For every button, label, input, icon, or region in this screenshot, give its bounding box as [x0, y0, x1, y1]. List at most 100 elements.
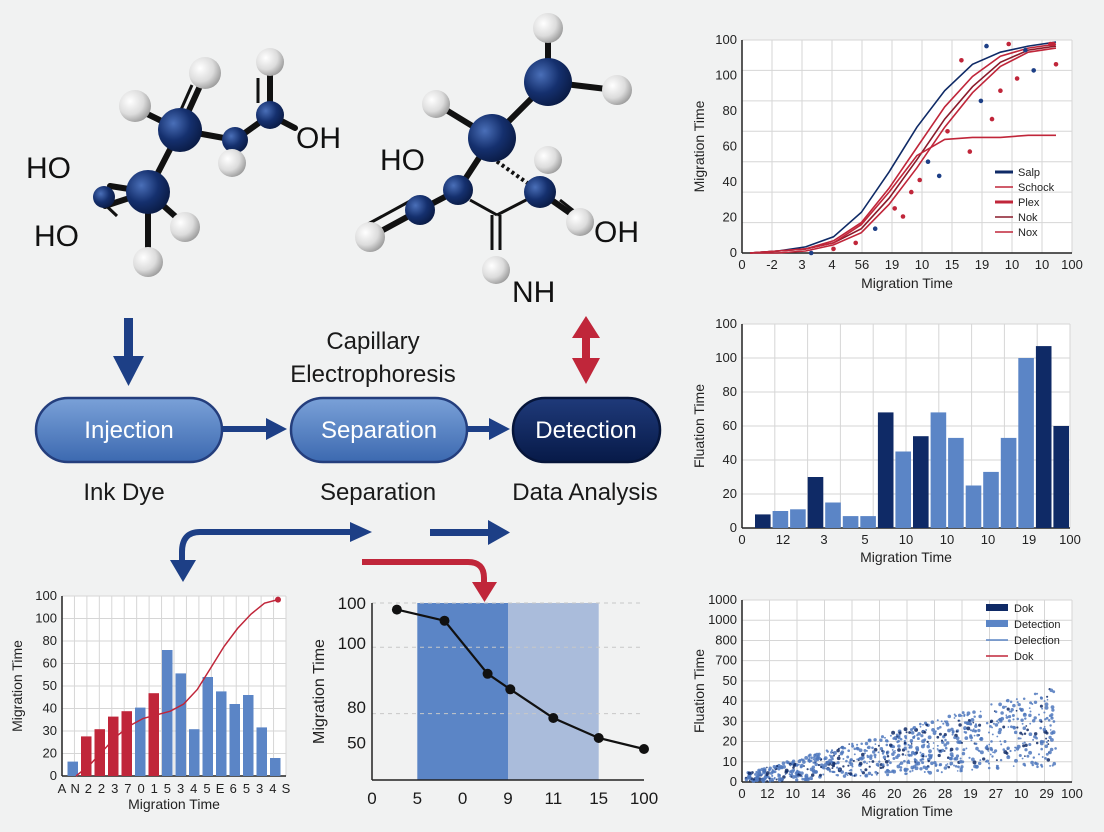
- y-tick-label: 60: [723, 139, 737, 154]
- data-point: [815, 752, 819, 757]
- data-point: [921, 761, 925, 765]
- data-point: [800, 758, 803, 760]
- data-point: [974, 742, 977, 745]
- data-point: [866, 746, 869, 749]
- data-point: [853, 774, 856, 777]
- data-point: [864, 773, 869, 778]
- x-tick-label: 10: [899, 532, 913, 547]
- data-point: [866, 762, 868, 765]
- data-point: [917, 177, 922, 183]
- data-point: [842, 765, 845, 768]
- bar: [81, 736, 92, 776]
- legend-label: Salp: [1018, 167, 1040, 179]
- data-point: [953, 764, 955, 767]
- data-point: [949, 747, 954, 752]
- data-point: [947, 714, 952, 719]
- data-point: [1048, 735, 1052, 740]
- data-point: [925, 159, 931, 164]
- data-point: [859, 774, 862, 777]
- x-tick-label: 19: [975, 257, 989, 272]
- data-point: [797, 775, 800, 778]
- data-point: [992, 722, 995, 725]
- data-point: [813, 758, 818, 763]
- data-point: [776, 764, 779, 768]
- chart-line-top-right: 0 -2 3 4 56 19 10 15 19 10 10 100 0 20 40 60 80 100 100 Mig…: [691, 32, 1083, 291]
- data-point: [1012, 703, 1016, 708]
- y-tick-label: 40: [723, 174, 737, 189]
- data-point: [1023, 732, 1027, 735]
- data-point: [995, 759, 998, 762]
- data-point: [1006, 747, 1009, 751]
- data-point: [957, 713, 962, 718]
- bar: [175, 673, 186, 776]
- data-point: [989, 725, 992, 728]
- data-point: [990, 740, 993, 743]
- data-point: [936, 173, 942, 179]
- data-point: [939, 725, 942, 729]
- data-point: [982, 757, 986, 761]
- x-tick-label: 5: [861, 532, 868, 547]
- data-point: [1042, 727, 1047, 732]
- data-point: [922, 755, 925, 758]
- molecule-left: HO HO OH: [26, 48, 341, 277]
- data-point: [931, 727, 936, 732]
- data-point: [997, 721, 1000, 724]
- data-point: [893, 736, 898, 740]
- series-line: [749, 41, 1057, 254]
- atom-hydrogen: [566, 208, 594, 236]
- data-point: [903, 727, 908, 732]
- x-tick-label: 1: [151, 781, 158, 796]
- data-point: [1021, 757, 1024, 760]
- data-point: [1021, 742, 1024, 745]
- data-point: [820, 766, 823, 769]
- y-tick-label: 20: [723, 210, 737, 225]
- data-point: [1010, 708, 1014, 712]
- data-point: [1013, 730, 1018, 735]
- data-point: [940, 771, 943, 774]
- x-tick-label: 10: [1005, 257, 1019, 272]
- data-point: [765, 771, 770, 775]
- data-point: [825, 749, 828, 752]
- x-tick-label: 10: [1035, 257, 1049, 272]
- data-point: [795, 778, 799, 782]
- y-tick-label: 40: [723, 693, 737, 708]
- data-point: [879, 766, 883, 770]
- data-point: [773, 770, 777, 774]
- stage-separation-caption: Separation: [320, 479, 436, 506]
- data-point: [904, 754, 907, 757]
- data-point: [903, 741, 907, 745]
- data-point: [1029, 722, 1032, 725]
- data-point: [892, 745, 896, 749]
- double-arrow-icon: [572, 316, 600, 384]
- data-point: [972, 760, 977, 765]
- data-point: [874, 743, 877, 745]
- bar: [825, 502, 841, 528]
- data-point: [1022, 726, 1027, 730]
- y-tick-label: 100: [715, 316, 737, 331]
- x-tick-label: 3: [256, 781, 263, 796]
- data-point: [868, 760, 871, 763]
- legend-label: Delection: [1014, 635, 1060, 647]
- data-point: [1005, 700, 1008, 702]
- data-point: [1028, 742, 1032, 747]
- data-point: [984, 43, 989, 49]
- data-point: [818, 757, 822, 760]
- data-point: [979, 710, 982, 713]
- x-tick-label: 3: [820, 532, 827, 547]
- data-point: [1014, 746, 1016, 749]
- chart-bar-middle-right: 0 12 3 5 10 10 10 19 100 0 20 40 60 80 100 100 Migration…: [691, 316, 1081, 565]
- x-tick-label: 0: [738, 257, 745, 272]
- data-point: [898, 763, 901, 766]
- x-tick-label: 9: [503, 789, 512, 808]
- x-tick-label: 10: [940, 532, 954, 547]
- data-point: [944, 746, 948, 750]
- data-point: [1026, 754, 1030, 758]
- data-point: [892, 206, 897, 211]
- data-point: [864, 741, 869, 746]
- data-point: [954, 764, 958, 768]
- data-point: [822, 773, 825, 776]
- data-point: [1048, 714, 1052, 718]
- series-line: [749, 134, 1056, 254]
- data-point: [922, 730, 925, 733]
